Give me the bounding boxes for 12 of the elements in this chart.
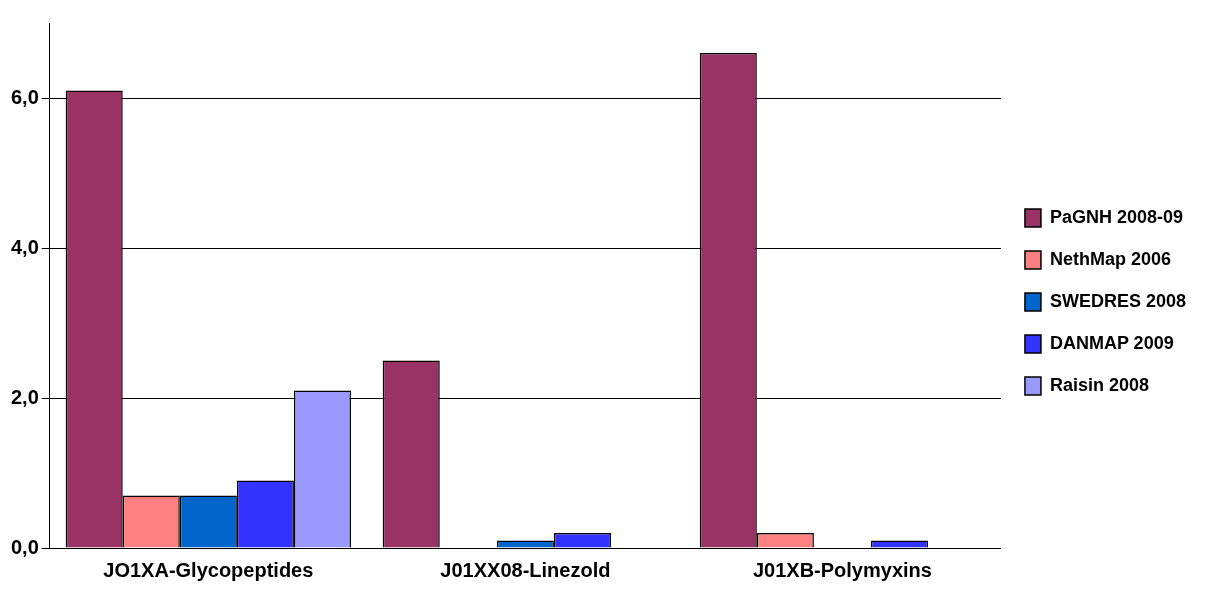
legend-label: NethMap 2006 xyxy=(1049,248,1171,269)
y-tick-label: 2,0 xyxy=(10,385,39,408)
x-tick-label: JO1XA-Glycopeptides xyxy=(103,558,314,581)
legend-label: SWEDRES 2008 xyxy=(1049,290,1187,311)
legend-label: DANMAP 2009 xyxy=(1049,332,1174,353)
legend-label: PaGNH 2008-09 xyxy=(1049,206,1184,227)
x-tick-label: J01XX08-Linezold xyxy=(440,558,611,581)
legend-label: Raisin 2008 xyxy=(1049,374,1150,395)
y-tick-label: 4,0 xyxy=(10,235,39,258)
x-tick-label: J01XB-Polymyxins xyxy=(752,558,932,581)
y-tick-label: 0,0 xyxy=(10,535,39,558)
y-tick-label: 6,0 xyxy=(10,85,39,108)
